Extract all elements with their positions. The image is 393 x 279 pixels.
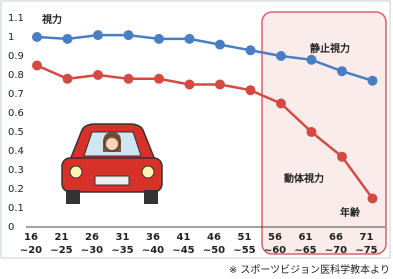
marker — [337, 66, 347, 76]
marker — [368, 194, 378, 204]
marker — [276, 99, 286, 109]
marker — [307, 55, 317, 65]
y-tick-label: 0.6 — [8, 108, 24, 119]
marker — [124, 30, 134, 40]
marker — [32, 32, 42, 42]
marker — [276, 51, 286, 61]
marker — [337, 152, 347, 162]
marker — [185, 34, 195, 44]
marker — [93, 70, 103, 80]
marker — [185, 80, 195, 90]
marker — [246, 85, 256, 95]
y-axis-label: 視力 — [41, 13, 62, 26]
y-tick-label: 1 — [8, 32, 14, 43]
y-tick-label: 0.1 — [8, 203, 24, 214]
series-label: 静止視力 — [310, 42, 350, 55]
marker — [246, 45, 256, 55]
marker — [215, 80, 225, 90]
car-illustration — [62, 124, 162, 204]
marker — [63, 74, 73, 84]
x-tick-label: 41~45 — [172, 232, 194, 256]
y-tick-label: 0.3 — [8, 165, 24, 176]
y-tick-label: 0.2 — [8, 184, 24, 195]
marker — [63, 34, 73, 44]
y-tick-label: 0.5 — [8, 127, 24, 138]
marker — [93, 30, 103, 40]
y-tick-label: 0 — [8, 222, 14, 233]
x-tick-label: 46~50 — [203, 232, 225, 256]
y-tick-label: 0.9 — [8, 51, 24, 62]
x-tick-label: 16~20 — [20, 232, 42, 256]
marker — [154, 34, 164, 44]
y-tick-label: 0.7 — [8, 89, 24, 100]
marker — [215, 40, 225, 50]
y-tick-label: 0.4 — [8, 146, 24, 157]
x-tick-label: 21~25 — [50, 232, 72, 256]
marker — [307, 127, 317, 137]
x-tick-label: 51~55 — [233, 232, 255, 256]
x-tick-label: 26~30 — [81, 232, 103, 256]
source: ※ スポーツビジョン医科学教本より — [229, 263, 390, 276]
x-tick-label: 36~40 — [142, 232, 164, 256]
series-label: 動体視力 — [284, 172, 324, 185]
y-tick-label: 0.8 — [8, 70, 24, 81]
marker — [124, 74, 134, 84]
marker — [368, 76, 378, 86]
marker — [154, 74, 164, 84]
x-axis-label: 年齢 — [340, 206, 361, 219]
chart: 視力 年齢 静止視力 動体視力 ※ スポーツビジョン医科学教本より 0 0.1 0.… — [0, 0, 393, 279]
y-tick-label: 1.1 — [8, 13, 24, 24]
marker — [32, 61, 42, 71]
x-tick-label: 31~35 — [111, 232, 133, 256]
